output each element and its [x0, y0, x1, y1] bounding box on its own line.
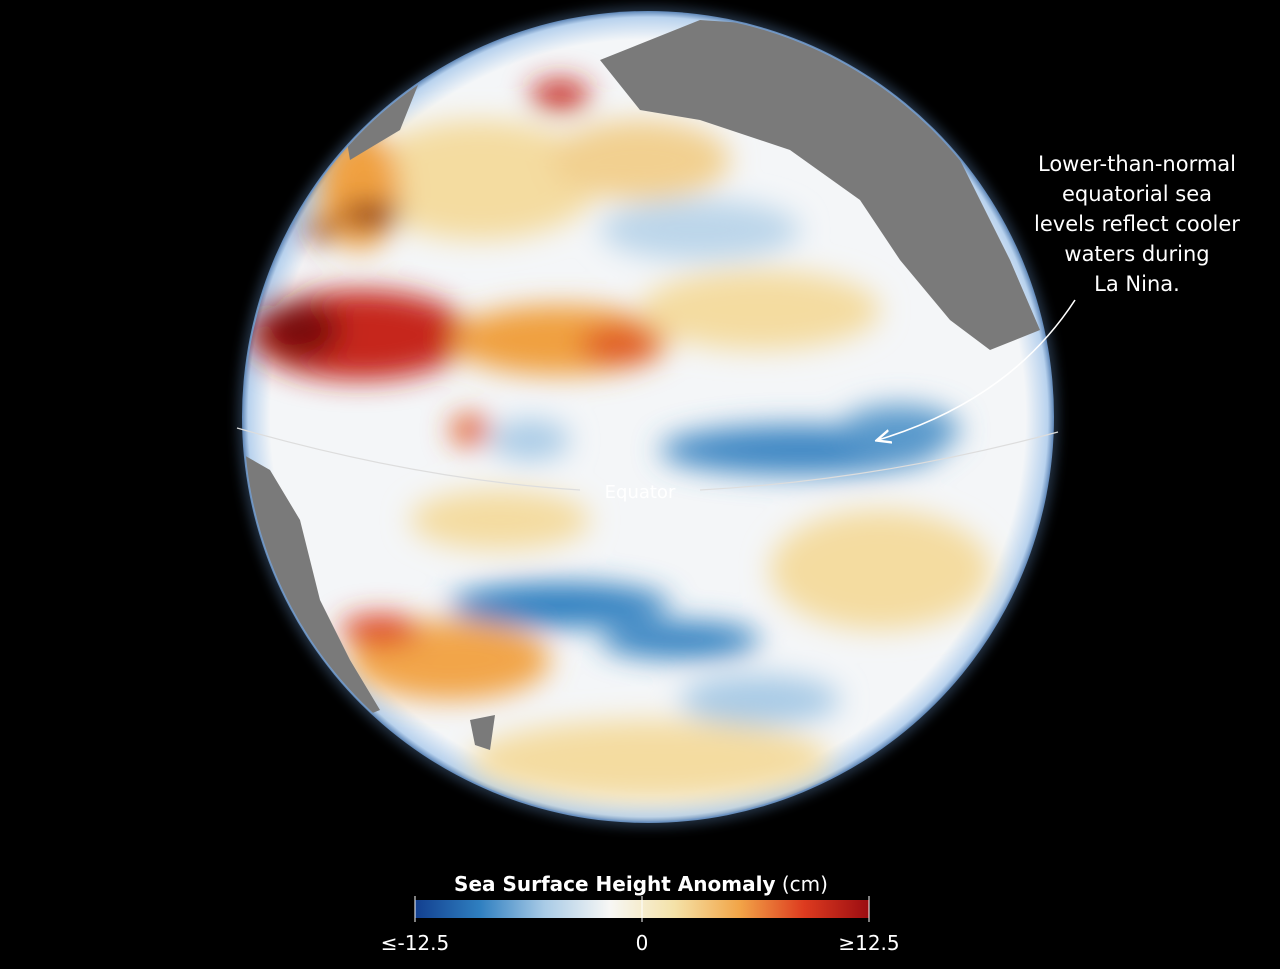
annotation-line: equatorial sea: [1062, 182, 1212, 206]
annotation-line: waters during: [1064, 242, 1209, 266]
colorbar-title-text: Sea Surface Height Anomaly: [454, 872, 775, 896]
annotation-line: La Nina.: [1094, 272, 1180, 296]
colorbar-unit: (cm): [782, 872, 828, 896]
annotation-arrow: [878, 299, 1076, 440]
land: [244, 20, 1040, 750]
equator-line: [236, 427, 1059, 491]
equator-label: Equator: [605, 482, 676, 503]
colorbar-ticks: ≤-12.5 0 ≥12.5: [381, 896, 900, 955]
colorbar-tick-label: 0: [636, 931, 649, 955]
colorbar-tick-label: ≥12.5: [838, 931, 899, 955]
globe: [238, 7, 1058, 827]
colorbar-title: Sea Surface Height Anomaly (cm): [454, 872, 828, 896]
annotation-line: levels reflect cooler: [1034, 212, 1240, 236]
annotation-line: Lower-than-normal: [1038, 152, 1236, 176]
colorbar-tick-label: ≤-12.5: [381, 931, 450, 955]
annotation: Lower-than-normal equatorial sea levels re…: [1034, 152, 1240, 296]
